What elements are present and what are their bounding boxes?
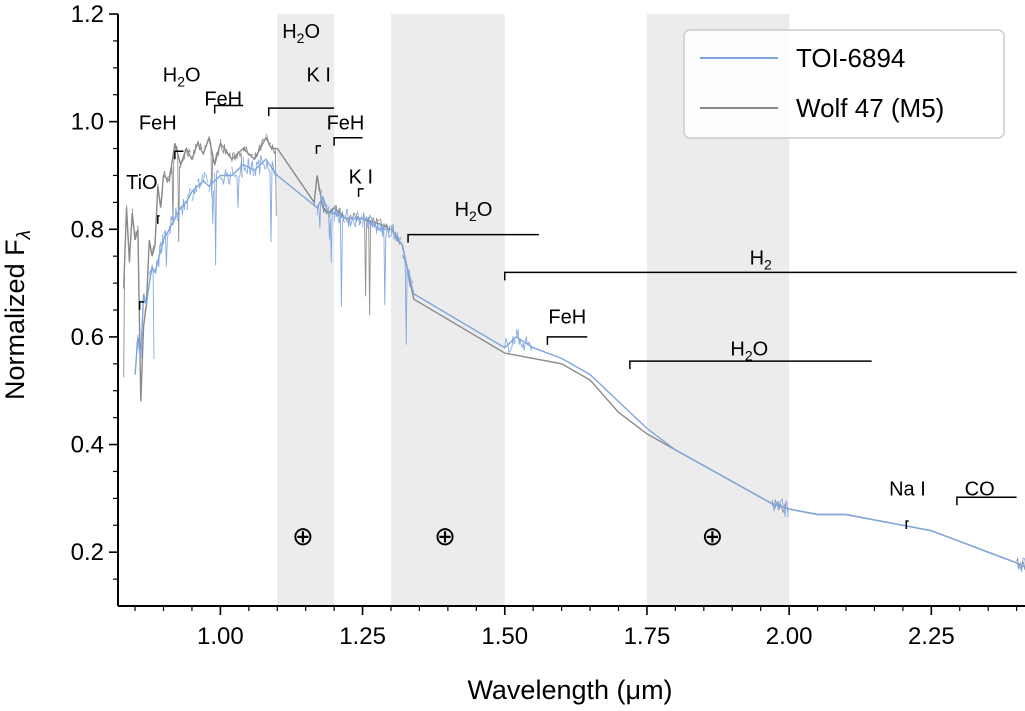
y-tick-label-4: 1.0 bbox=[71, 109, 104, 136]
annotation-bracket-9 bbox=[504, 271, 1017, 281]
annotation-bracket-3 bbox=[213, 104, 244, 114]
annotation-5: K I bbox=[307, 64, 331, 154]
annotation-1: FeH bbox=[139, 113, 177, 224]
y-axis-label-main: Normalized F bbox=[0, 239, 30, 400]
annotation-label-5: K I bbox=[307, 64, 331, 86]
legend-label-toi: TOI-6894 bbox=[796, 43, 905, 73]
annotation-bracket-5 bbox=[315, 145, 322, 154]
annotation-label-7: K I bbox=[349, 167, 373, 189]
annotation-3: FeH bbox=[204, 88, 244, 114]
annotation-bracket-11 bbox=[629, 360, 872, 370]
annotation-12: Na I bbox=[889, 479, 926, 529]
annotation-label-9: H2 bbox=[750, 247, 772, 272]
telluric-bands bbox=[277, 14, 790, 606]
earth-symbol-1: ⊕ bbox=[434, 522, 456, 552]
annotation-0: TiO bbox=[126, 172, 158, 310]
annotation-label-2: H2O bbox=[163, 64, 201, 89]
annotation-bracket-6 bbox=[333, 137, 363, 146]
annotation-label-8: H2O bbox=[455, 199, 493, 224]
x-tick-label-1: 1.25 bbox=[339, 623, 386, 650]
annotation-4: H2O bbox=[267, 21, 335, 117]
annotation-label-11: H2O bbox=[730, 339, 768, 364]
annotation-bracket-0 bbox=[138, 301, 145, 310]
annotation-label-10: FeH bbox=[548, 306, 586, 328]
annotation-bracket-10 bbox=[546, 336, 588, 345]
telluric-symbols: ⊕ ⊕ ⊕ bbox=[292, 522, 723, 552]
y-axis-ticks: 0.2 0.4 0.6 0.8 1.0 1.2 bbox=[71, 1, 118, 580]
x-tick-label-0: 1.00 bbox=[197, 623, 244, 650]
y-tick-label-2: 0.6 bbox=[71, 324, 104, 351]
annotation-6: FeH bbox=[327, 113, 365, 146]
y-axis-label: Normalized Fλ bbox=[0, 230, 35, 400]
annotation-label-3: FeH bbox=[204, 88, 242, 110]
earth-symbol-2: ⊕ bbox=[701, 522, 723, 552]
y-tick-label-1: 0.4 bbox=[71, 432, 104, 459]
annotation-10: FeH bbox=[546, 306, 588, 345]
annotation-bracket-13 bbox=[956, 496, 1017, 506]
annotation-bracket-12 bbox=[905, 520, 909, 529]
legend-label-wolf: Wolf 47 (M5) bbox=[796, 93, 944, 123]
telluric-band-1 bbox=[391, 14, 505, 606]
series-group bbox=[123, 133, 1025, 573]
x-tick-label-3: 1.75 bbox=[624, 623, 671, 650]
annotation-11: H2O bbox=[629, 339, 872, 370]
x-axis-ticks: 1.00 1.25 1.50 1.75 2.00 2.25 bbox=[134, 606, 1018, 650]
series-line-0 bbox=[123, 135, 1025, 568]
annotation-7: K I bbox=[349, 167, 373, 197]
x-axis-label: Wavelength (μm) bbox=[467, 675, 672, 705]
annotation-13: CO bbox=[956, 479, 1017, 506]
series-noise-1 bbox=[134, 155, 1025, 573]
annotation-label-0: TiO bbox=[126, 172, 157, 194]
annotation-label-6: FeH bbox=[327, 113, 365, 135]
series-line-1 bbox=[134, 158, 1025, 568]
annotation-9: H2 bbox=[504, 247, 1017, 281]
y-tick-label-0: 0.2 bbox=[71, 539, 104, 566]
annotation-bracket-4 bbox=[267, 107, 335, 117]
legend: TOI-6894 Wolf 47 (M5) bbox=[683, 29, 1005, 139]
annotation-bracket-2 bbox=[174, 150, 184, 160]
annotation-bracket-7 bbox=[357, 188, 364, 197]
series-noise-0 bbox=[123, 133, 1025, 571]
annotation-8: H2O bbox=[407, 199, 539, 243]
annotation-label-12: Na I bbox=[889, 479, 926, 501]
y-tick-label-5: 1.2 bbox=[71, 1, 104, 28]
y-axis-label-subscript: λ bbox=[14, 230, 35, 240]
annotation-bracket-1 bbox=[157, 215, 160, 224]
annotation-label-4: H2O bbox=[282, 21, 320, 46]
x-tick-label-2: 1.50 bbox=[481, 623, 528, 650]
annotation-bracket-8 bbox=[407, 233, 539, 243]
annotation-label-1: FeH bbox=[139, 113, 177, 135]
x-tick-label-4: 2.00 bbox=[766, 623, 813, 650]
annotation-2: H2O bbox=[163, 64, 201, 160]
y-tick-label-3: 0.8 bbox=[71, 216, 104, 243]
telluric-band-0 bbox=[277, 14, 335, 606]
annotation-label-13: CO bbox=[965, 479, 995, 501]
x-tick-label-5: 2.25 bbox=[908, 623, 955, 650]
earth-symbol-0: ⊕ bbox=[292, 522, 314, 552]
